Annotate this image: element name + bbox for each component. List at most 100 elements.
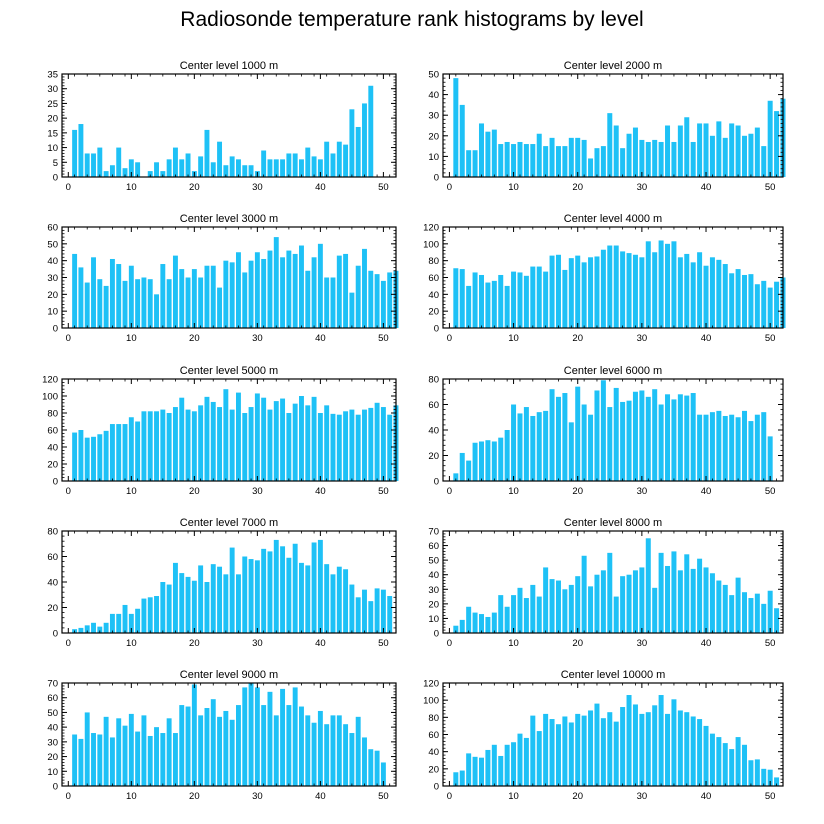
chart-title: Center level 1000 m [180, 60, 278, 72]
histogram-bar [355, 597, 361, 633]
histogram-bar [466, 460, 472, 481]
histogram-bar [716, 121, 722, 177]
histogram-bar [466, 606, 472, 633]
histogram-bar [562, 716, 568, 786]
figure-title: Radiosonde temperature rank histograms b… [180, 8, 644, 31]
histogram-bar [549, 255, 555, 328]
chart-title: Center level 9000 m [180, 669, 278, 681]
histogram-bar [626, 695, 632, 786]
histogram-bar [472, 272, 478, 328]
y-tick-label: 20 [47, 752, 58, 763]
x-tick-label: 30 [252, 486, 263, 497]
histogram-bar [91, 622, 96, 633]
histogram-bar [697, 252, 703, 328]
histogram-bar [166, 159, 172, 177]
histogram-bar [549, 137, 555, 177]
histogram-bar [223, 389, 229, 481]
histogram-bar [236, 392, 241, 481]
histogram-bar [671, 141, 677, 177]
histogram-bar [254, 393, 260, 481]
x-tick-label: 50 [378, 791, 389, 802]
x-tick-label: 0 [66, 638, 71, 649]
histogram-bar [242, 687, 248, 786]
histogram-bar [97, 434, 103, 481]
histogram-bar [568, 137, 574, 177]
x-tick-label: 0 [447, 182, 452, 193]
histogram-bar [652, 705, 658, 786]
histogram-bar [103, 430, 109, 481]
histogram-bar [742, 274, 748, 328]
histogram-bar [530, 415, 536, 481]
histogram-bar [774, 608, 780, 633]
x-tick-label: 10 [508, 791, 519, 802]
histogram-bar [594, 256, 600, 328]
y-tick-label: 0 [434, 782, 439, 793]
chart-panel: Center level 10000 m 0 20 40 60 80 100 120 0 10 20… [423, 669, 784, 802]
histogram-bar [620, 148, 626, 177]
x-tick-label: 10 [508, 486, 519, 497]
histogram-bar [267, 250, 273, 328]
histogram-bar [261, 150, 267, 177]
histogram-bar [78, 124, 84, 177]
histogram-bar [511, 144, 517, 177]
histogram-bar [191, 269, 197, 328]
histogram-bar [179, 573, 185, 633]
histogram-bar [588, 414, 594, 481]
histogram-bar [198, 405, 204, 481]
x-tick-label: 10 [508, 333, 519, 344]
histogram-bar [141, 598, 147, 633]
histogram-bar [368, 749, 374, 786]
histogram-bar [299, 562, 304, 634]
histogram-bar [684, 117, 690, 177]
x-tick-label: 10 [126, 486, 137, 497]
x-tick-label: 40 [315, 638, 326, 649]
histogram-bar [453, 625, 459, 633]
histogram-bar [645, 241, 651, 328]
x-tick-label: 10 [126, 638, 137, 649]
y-tick-label: 30 [47, 273, 58, 284]
histogram-bar [459, 452, 465, 481]
x-tick-label: 50 [765, 333, 776, 344]
x-tick-label: 40 [701, 182, 712, 193]
histogram-bar [543, 713, 549, 786]
x-tick-label: 0 [447, 486, 452, 497]
histogram-bar [748, 598, 754, 633]
histogram-bar [362, 409, 367, 481]
histogram-bar [122, 725, 128, 786]
histogram-bar [362, 737, 367, 786]
x-tick-label: 20 [189, 182, 200, 193]
x-tick-label: 30 [252, 791, 263, 802]
histogram-bar [84, 625, 90, 633]
histogram-bar [109, 613, 115, 634]
histogram-bar [466, 753, 472, 786]
histogram-bar [568, 258, 574, 328]
y-tick-label: 0 [53, 477, 58, 488]
y-tick-label: 40 [47, 578, 58, 589]
histogram-bar [620, 707, 626, 786]
histogram-bar [324, 564, 330, 633]
x-tick-label: 50 [765, 638, 776, 649]
histogram-bar [639, 257, 645, 328]
histogram-bar [172, 255, 178, 328]
histogram-bar [767, 287, 773, 328]
histogram-bar [613, 387, 619, 481]
histogram-bar [459, 619, 465, 633]
x-tick-label: 0 [66, 791, 71, 802]
histogram-bar [594, 703, 600, 786]
histogram-bar [311, 542, 317, 633]
histogram-bar [517, 141, 523, 177]
histogram-bar [594, 574, 600, 633]
histogram-bar [684, 712, 690, 786]
histogram-bar [248, 559, 254, 633]
plot-frame [61, 682, 397, 787]
chart-title: Center level 10000 m [561, 669, 666, 681]
plot-frame [61, 73, 397, 178]
histogram-bar [555, 580, 561, 633]
histogram-bar [478, 123, 484, 177]
histogram-bar [523, 144, 529, 177]
histogram-bar [645, 396, 651, 481]
histogram-bar [729, 749, 735, 786]
histogram-bar [362, 589, 367, 633]
histogram-bar [97, 147, 103, 177]
histogram-bar [761, 603, 767, 633]
